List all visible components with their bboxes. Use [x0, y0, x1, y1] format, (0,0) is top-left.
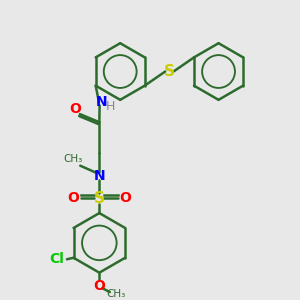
Text: S: S: [94, 191, 105, 206]
Text: O: O: [93, 279, 105, 293]
Text: S: S: [164, 64, 175, 79]
Text: O: O: [119, 191, 131, 205]
Text: CH₃: CH₃: [106, 289, 125, 299]
Text: H: H: [105, 100, 115, 113]
Text: O: O: [68, 191, 80, 205]
Text: Cl: Cl: [50, 252, 64, 266]
Text: N: N: [94, 169, 105, 183]
Text: CH₃: CH₃: [63, 154, 82, 164]
Text: O: O: [70, 102, 81, 116]
Text: N: N: [95, 95, 107, 110]
